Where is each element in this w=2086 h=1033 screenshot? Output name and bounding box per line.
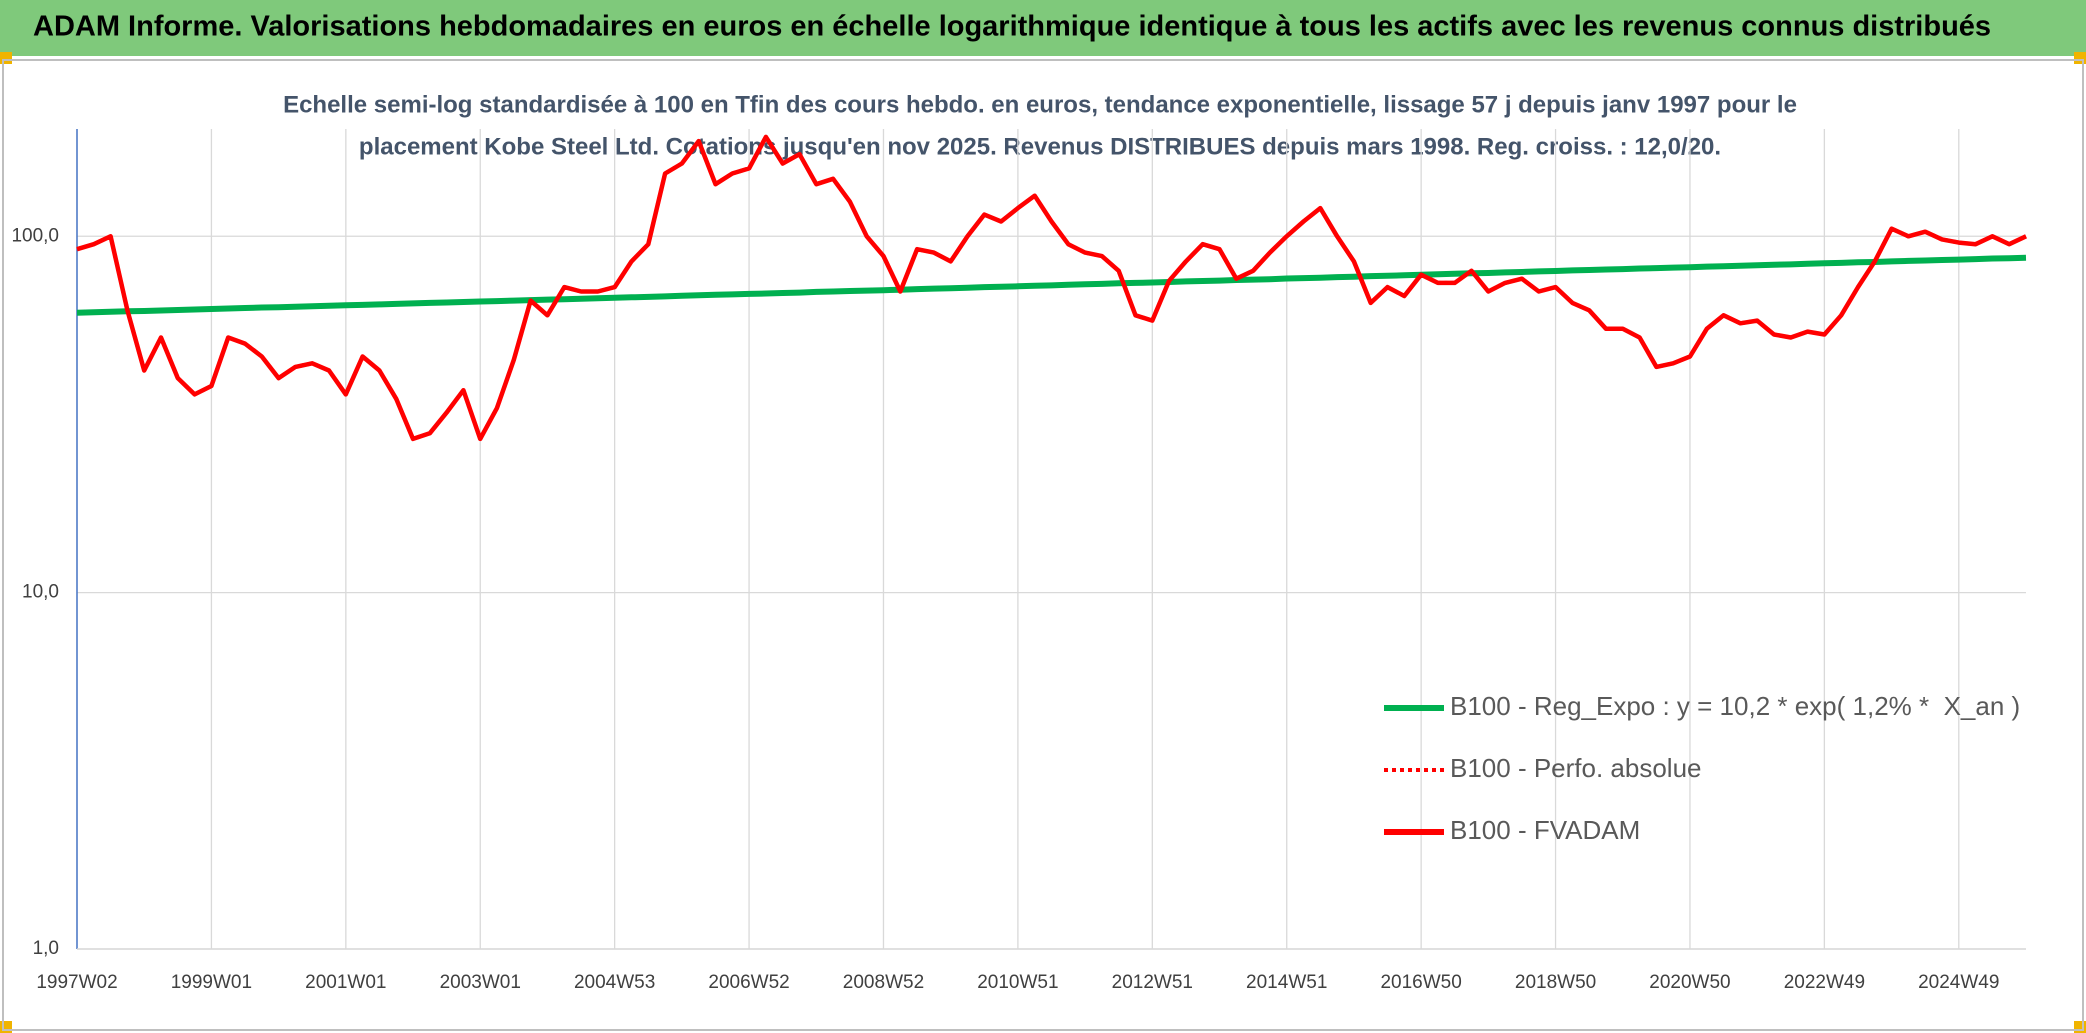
y-tick-label: 100,0 [11,225,59,246]
x-tick-label: 2022W49 [1784,972,1865,993]
x-tick-label: 2020W50 [1649,972,1730,993]
subtitle: placement Kobe Steel Ltd. Cotations jusq… [359,133,1721,160]
x-tick-label: 2010W51 [977,972,1058,993]
corner [0,1021,12,1033]
x-tick-label: 1999W01 [171,972,252,993]
x-tick-label: 2001W01 [305,972,386,993]
series-line [76,254,2027,316]
x-tick-label: 2014W51 [1246,972,1327,993]
x-tick-label: 1997W02 [36,972,117,993]
x-tick-label: 2024W49 [1918,972,1999,993]
subtitle: Echelle semi-log standardisée à 100 en T… [283,91,1797,118]
y-tick-label: 10,0 [22,582,59,603]
series-line [76,134,2027,442]
x-tick-label: 2018W50 [1515,972,1596,993]
corner [2074,1021,2086,1033]
y-tick-label: 1,0 [33,938,59,959]
plot [76,134,2027,442]
frame [2,59,2084,1031]
legend: B100 - Reg_Expo : y = 10,2 * exp( 1,2% *… [1384,691,2020,845]
x-tick-label: 2004W53 [574,972,655,993]
header-bar [0,0,2086,56]
corner [0,52,12,64]
x-tick-label: 2003W01 [440,972,521,993]
grid: 1,0 10,0 100,0 1997W02 1999W01 2001W01 2003W01… [11,129,2026,993]
legend-label: B100 - Perfo. absolue [1450,753,1702,783]
legend-label: B100 - FVADAM [1450,815,1640,845]
x-tick-label: 2012W51 [1112,972,1193,993]
corner [2074,52,2086,64]
x-tick-label: 2008W52 [843,972,924,993]
x-tick-label: 2006W52 [708,972,789,993]
chart-title: ADAM Informe. Valorisations hebdomadaire… [33,11,1991,43]
legend-label: B100 - Reg_Expo : y = 10,2 * exp( 1,2% *… [1450,691,2020,721]
x-tick-label: 2016W50 [1380,972,1461,993]
